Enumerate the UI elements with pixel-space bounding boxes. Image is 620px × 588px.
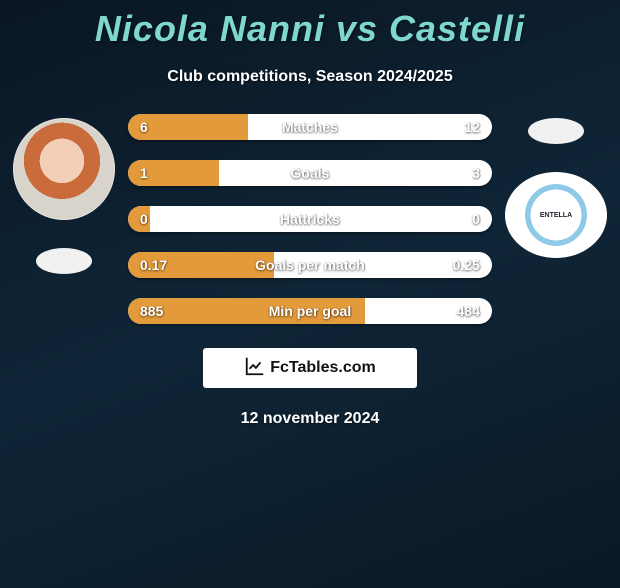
stat-value-left: 1 [128,160,160,186]
stat-row: 885484Min per goal [128,298,492,324]
player-avatar-left [13,118,115,220]
club-badge-label: ENTELLA [540,212,572,219]
stat-value-right: 3 [460,160,492,186]
club-badge-right: ENTELLA [505,172,607,258]
stat-value-right: 484 [445,298,492,324]
stat-label: Hattricks [128,206,492,232]
stat-value-left: 885 [128,298,175,324]
brand-label: FcTables.com [270,359,376,377]
stat-row: 612Matches [128,114,492,140]
player-flag-right [528,118,584,144]
stat-row: 0.170.25Goals per match [128,252,492,278]
stat-value-left: 6 [128,114,160,140]
stat-value-right: 0 [460,206,492,232]
stat-value-right: 12 [452,114,492,140]
stat-bars: 612Matches13Goals00Hattricks0.170.25Goal… [120,114,500,324]
chart-icon [244,355,266,382]
stat-value-left: 0.17 [128,252,179,278]
stat-value-left: 0 [128,206,160,232]
comparison-area: 612Matches13Goals00Hattricks0.170.25Goal… [0,114,620,324]
page-title: Nicola Nanni vs Castelli [0,8,620,50]
stat-value-right: 0.25 [441,252,492,278]
left-player-col [8,114,120,274]
stat-row: 0 0Hattricks [128,206,492,232]
date-label: 12 november 2024 [0,410,620,428]
right-player-col: ENTELLA [500,114,612,258]
subtitle: Club competitions, Season 2024/2025 [0,68,620,86]
stat-row: 13Goals [128,160,492,186]
brand-watermark: FcTables.com [203,348,417,388]
player-flag-left [36,248,92,274]
